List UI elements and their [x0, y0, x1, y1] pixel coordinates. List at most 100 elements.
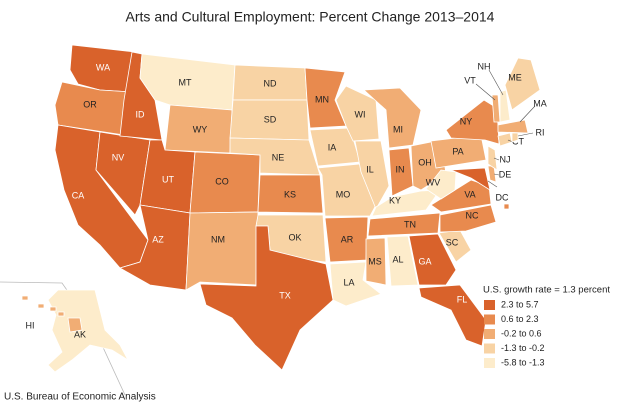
state-label: IN	[396, 164, 405, 174]
leader-line	[519, 105, 536, 123]
state-shape	[511, 132, 519, 143]
state-shape	[503, 203, 510, 210]
state-shape	[367, 212, 441, 237]
legend-label: 0.6 to 2.3	[501, 314, 539, 324]
state-label: MI	[393, 124, 403, 134]
state-label: DC	[496, 192, 509, 202]
leader-line	[488, 69, 504, 96]
legend-swatch	[484, 343, 495, 354]
state-label: NE	[272, 152, 285, 162]
state-shape	[95, 131, 151, 216]
state-shape	[497, 132, 513, 147]
leader-line	[493, 173, 500, 176]
legend-swatch	[484, 300, 495, 310]
legend-label: -1.3 to -0.2	[501, 343, 545, 353]
legend-swatch	[484, 329, 495, 339]
state-shape	[425, 169, 457, 200]
state-label: NC	[466, 210, 479, 220]
state-label: TN	[404, 219, 416, 229]
state-label: AK	[74, 329, 86, 339]
state-label: WY	[193, 124, 208, 134]
state-label: NH	[478, 61, 491, 71]
state-label: NM	[211, 234, 225, 244]
state-shape	[408, 233, 457, 286]
state-shape	[21, 295, 29, 301]
state-label: MT	[179, 77, 192, 87]
state-label: CO	[215, 176, 229, 186]
state-label: FL	[457, 294, 468, 304]
state-label: ME	[508, 72, 522, 82]
state-label: ID	[136, 109, 146, 119]
state-shape	[47, 289, 130, 373]
state-label: OR	[83, 99, 97, 109]
state-label: SD	[264, 114, 277, 124]
state-shape	[354, 140, 390, 210]
state-label: LA	[343, 277, 354, 287]
state-label: KS	[284, 189, 296, 199]
state-label: NJ	[500, 154, 511, 164]
state-label: MO	[336, 189, 351, 199]
legend-swatch	[484, 358, 495, 368]
state-label: VA	[464, 189, 475, 199]
map-title: Arts and Cultural Employment: Percent Ch…	[126, 9, 495, 25]
states: WA OR CA NV ID MT WY UT AZ CO NM ND SD NE KS OK TX MN IA MO…	[21, 44, 547, 373]
state-label: KY	[389, 195, 401, 205]
source: U.S. Bureau of Economic Analysis	[4, 392, 156, 403]
state-label: PA	[452, 146, 463, 156]
state-label: MS	[368, 256, 382, 266]
state-label: SC	[446, 237, 459, 247]
legend-label: 2.3 to 5.7	[501, 299, 539, 309]
state-label: MD	[498, 181, 512, 191]
state-label: TX	[279, 290, 291, 300]
state-shape	[450, 167, 491, 191]
state-shape	[185, 211, 259, 291]
state-shape	[67, 317, 83, 333]
state-label: RI	[536, 127, 545, 137]
state-shape	[418, 284, 487, 347]
state-shape	[386, 235, 419, 287]
leader-line	[487, 180, 498, 188]
state-label: WV	[426, 177, 441, 187]
state-label: IL	[366, 164, 374, 174]
state-label: WI	[355, 109, 366, 119]
leader-line	[493, 157, 500, 161]
state-label: MA	[533, 98, 547, 108]
state-label: AR	[341, 234, 354, 244]
state-label: VT	[464, 75, 476, 85]
state-label: GA	[418, 256, 431, 266]
legend-label: -5.8 to -1.3	[501, 357, 545, 367]
state-shape	[430, 179, 492, 213]
state-shape	[504, 57, 541, 111]
legend-title: U.S. growth rate = 1.3 percent	[483, 285, 610, 296]
state-shape	[363, 87, 422, 149]
state-label: OH	[418, 157, 432, 167]
state-shape	[199, 225, 334, 371]
state-label: CA	[72, 190, 85, 200]
state-shape	[445, 99, 500, 145]
state-shape	[257, 174, 324, 214]
state-shape	[365, 237, 387, 286]
state-label: WA	[96, 62, 110, 72]
state-label: AL	[392, 254, 403, 264]
state-label: IA	[328, 142, 337, 152]
legend-swatch	[484, 314, 495, 325]
state-label: HI	[26, 320, 35, 330]
state-shape	[499, 89, 511, 123]
state-shape	[229, 137, 321, 176]
state-label: OK	[288, 232, 301, 242]
legend-label: -0.2 to 0.6	[501, 328, 542, 338]
state-label: NV	[112, 152, 125, 162]
state-shape	[497, 119, 529, 134]
state-label: CT	[512, 136, 524, 146]
state-label: ND	[264, 78, 277, 88]
state-label: NY	[460, 116, 473, 126]
state-label: MN	[315, 94, 329, 104]
state-label: AZ	[152, 234, 164, 244]
leader-line	[517, 132, 534, 137]
state-label: DE	[499, 169, 512, 179]
state-shape	[49, 306, 57, 312]
state-shape	[57, 311, 65, 317]
leader-line	[475, 83, 496, 101]
state-label: UT	[162, 174, 174, 184]
